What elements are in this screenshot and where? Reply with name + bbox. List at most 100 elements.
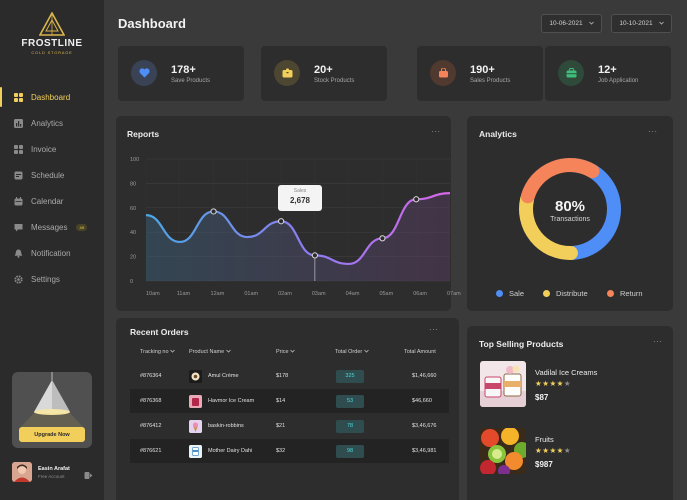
stat-card-job-application[interactable]: 12+ Job Application bbox=[545, 46, 671, 101]
column-header-product[interactable]: Product Name bbox=[189, 349, 231, 355]
x-tick-label: 01am bbox=[244, 291, 258, 297]
qty-cell: 98 bbox=[336, 439, 364, 463]
heart-icon bbox=[131, 60, 157, 86]
stat-card-sales-products[interactable]: 190+ Sales Products bbox=[417, 46, 543, 101]
product-name: Amul Crème bbox=[208, 373, 239, 379]
schedule-icon bbox=[14, 171, 23, 180]
y-tick-label: 0 bbox=[130, 279, 133, 285]
sidebar-item-calendar[interactable]: Calendar bbox=[0, 188, 104, 214]
date-to-picker[interactable]: 10-10-2021 bbox=[611, 14, 672, 33]
table-row[interactable]: #876621 Mother Dairy Dahi $32 98 $3,46,9… bbox=[130, 439, 449, 463]
date-to-value: 10-10-2021 bbox=[619, 20, 653, 27]
amount-cell: $46,660 bbox=[412, 398, 432, 404]
product-thumbnail bbox=[189, 394, 202, 408]
user-profile[interactable]: Easin Arafat Free Account bbox=[12, 461, 97, 483]
logo[interactable]: FROSTLINE COLD STORAGE bbox=[0, 12, 104, 55]
sidebar-item-label: Notification bbox=[31, 248, 71, 258]
reports-title: Reports bbox=[127, 129, 160, 139]
legend-item-return[interactable]: Return bbox=[607, 289, 643, 298]
data-point[interactable] bbox=[413, 196, 420, 203]
product-name[interactable]: Vadilal Ice Creams bbox=[535, 368, 598, 377]
data-point[interactable] bbox=[210, 208, 217, 215]
amount-cell: $3,46,981 bbox=[412, 448, 437, 454]
table-row[interactable]: #876412 baskin-robbins $21 78 $3,46,676 bbox=[130, 414, 449, 438]
sidebar-item-label: Analytics bbox=[31, 118, 64, 128]
legend-item-distribute[interactable]: Distribute bbox=[543, 289, 588, 298]
qty-cell: 325 bbox=[336, 364, 364, 388]
chevron-down-icon bbox=[170, 349, 175, 353]
sidebar-item-notification[interactable]: Notification bbox=[0, 240, 104, 266]
column-header-tracking[interactable]: Tracking no bbox=[140, 349, 175, 355]
donut-center: 80% Transactions bbox=[520, 198, 620, 223]
product-thumbnail bbox=[189, 419, 202, 433]
upgrade-now-button[interactable]: Upgrade Now bbox=[19, 427, 85, 442]
qty-cell: 53 bbox=[336, 389, 364, 413]
legend-label: Sale bbox=[509, 289, 525, 298]
product-price: $87 bbox=[535, 393, 549, 402]
sidebar-item-invoice[interactable]: Invoice bbox=[0, 136, 104, 162]
brand-name: FROSTLINE bbox=[21, 38, 83, 49]
sidebar-item-settings[interactable]: Settings bbox=[0, 266, 104, 292]
rating-stars: ★★★★★ bbox=[535, 446, 572, 455]
donut-segment-return[interactable] bbox=[520, 158, 600, 204]
product-image-fruits[interactable] bbox=[480, 428, 526, 474]
legend-dot bbox=[607, 290, 614, 297]
orders-more-menu[interactable]: ··· bbox=[429, 325, 439, 334]
legend-item-sale[interactable]: Sale bbox=[496, 289, 524, 298]
product-name[interactable]: Fruits bbox=[535, 435, 554, 444]
legend-label: Distribute bbox=[556, 289, 588, 298]
stat-value: 12+ bbox=[598, 64, 617, 76]
data-point[interactable] bbox=[311, 252, 318, 259]
price-cell: $14 bbox=[276, 398, 286, 404]
stat-value: 20+ bbox=[314, 64, 333, 76]
data-point[interactable] bbox=[379, 235, 386, 242]
x-tick-label: 12am bbox=[211, 291, 225, 297]
table-row[interactable]: #876368 Havmor Ice Cream $14 53 $46,660 bbox=[130, 389, 449, 413]
sidebar-item-dashboard[interactable]: Dashboard bbox=[0, 84, 104, 110]
reports-more-menu[interactable]: ··· bbox=[431, 127, 441, 136]
qty-badge: 78 bbox=[336, 419, 364, 433]
sidebar-item-analytics[interactable]: Analytics bbox=[0, 110, 104, 136]
stat-card-stock-products[interactable]: 20+ Stock Products bbox=[261, 46, 387, 101]
donut-center-label: Transactions bbox=[550, 216, 590, 223]
settings-icon bbox=[14, 274, 23, 284]
x-tick-label: 06am bbox=[413, 291, 427, 297]
stat-card-save-products[interactable]: 178+ Save Products bbox=[118, 46, 244, 101]
product-image-ice-cream[interactable] bbox=[480, 361, 526, 407]
tooltip-value: 2,678 bbox=[289, 196, 311, 205]
date-from-picker[interactable]: 10-06-2021 bbox=[541, 14, 602, 33]
series-line[interactable] bbox=[145, 192, 451, 266]
column-header-total-order[interactable]: Total Order bbox=[335, 349, 369, 355]
stat-value: 178+ bbox=[171, 64, 196, 76]
lamp-illustration bbox=[19, 372, 85, 428]
messages-icon bbox=[14, 223, 23, 232]
donut-segment-distribute[interactable] bbox=[519, 192, 578, 260]
column-header-total-amount[interactable]: Total Amount bbox=[404, 349, 436, 355]
analytics-more-menu[interactable]: ··· bbox=[648, 127, 658, 136]
top-selling-more-menu[interactable]: ··· bbox=[653, 337, 663, 346]
data-point[interactable] bbox=[278, 218, 285, 225]
amount-cell: $1,46,660 bbox=[412, 373, 437, 379]
y-tick-label: 80 bbox=[130, 181, 136, 187]
sidebar-item-schedule[interactable]: Schedule bbox=[0, 162, 104, 188]
product-thumbnail bbox=[189, 369, 202, 383]
table-row[interactable]: #876364 Amul Crème $178 325 $1,46,660 bbox=[130, 364, 449, 388]
product-name: baskin-robbins bbox=[208, 423, 244, 429]
rating-stars: ★★★★★ bbox=[535, 379, 572, 388]
briefcase-icon bbox=[558, 60, 584, 86]
product-cell: Havmor Ice Cream bbox=[189, 389, 254, 413]
sidebar-item-messages[interactable]: Messages 49 bbox=[0, 214, 104, 240]
stat-value: 190+ bbox=[470, 64, 495, 76]
logout-icon[interactable] bbox=[84, 467, 93, 485]
upgrade-card: Upgrade Now bbox=[12, 372, 92, 448]
legend-dot bbox=[543, 290, 550, 297]
sidebar-item-label: Messages bbox=[31, 222, 68, 232]
notification-icon bbox=[14, 249, 23, 258]
tracking-cell: #876412 bbox=[140, 423, 162, 429]
product-cell: Mother Dairy Dahi bbox=[189, 439, 252, 463]
product-thumbnail bbox=[189, 444, 202, 458]
qty-badge: 325 bbox=[336, 369, 364, 383]
legend-dot bbox=[496, 290, 503, 297]
column-header-price[interactable]: Price bbox=[276, 349, 295, 355]
